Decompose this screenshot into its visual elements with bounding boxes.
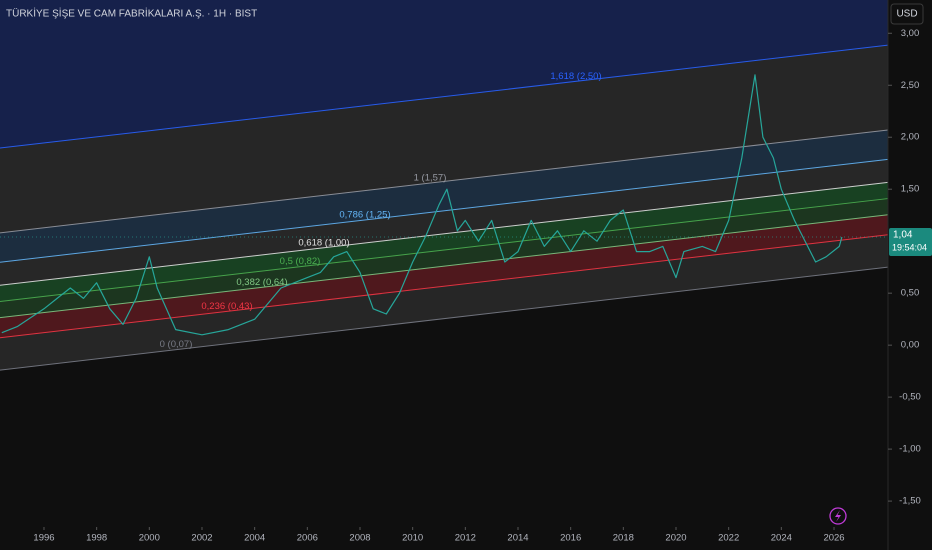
- channel-line: [0, 234, 889, 339]
- y-tick-label: -1,00: [899, 444, 921, 455]
- channel-label: 0,236 (0,43): [201, 301, 252, 312]
- channel-label: 0,618 (1,00): [298, 237, 349, 248]
- x-tick-label: 2008: [349, 533, 370, 544]
- channel-label: 0,382 (0,64): [236, 277, 287, 288]
- channel-line: [0, 158, 889, 263]
- channel-label: 1 (1,57): [414, 173, 447, 184]
- channel-line: [0, 129, 889, 234]
- y-tick-label: 2,00: [901, 132, 920, 143]
- x-tick-label: 2016: [560, 533, 581, 544]
- channel-label: 0,786 (1,25): [339, 209, 390, 220]
- y-tick-label: 2,50: [901, 80, 920, 91]
- x-tick-label: 2020: [665, 533, 686, 544]
- channel-label: 1,618 (2,50): [550, 71, 601, 82]
- x-tick-label: 2000: [139, 533, 160, 544]
- y-tick-label: 1,50: [901, 184, 920, 195]
- x-tick-label: 2004: [244, 533, 265, 544]
- chart-title: TÜRKİYE ŞİŞE VE CAM FABRİKALARI A.Ş. · 1…: [6, 7, 257, 20]
- channel-zone: [0, 214, 888, 338]
- x-tick-label: 1996: [33, 533, 54, 544]
- alert-icon[interactable]: [829, 507, 847, 525]
- currency-box[interactable]: [890, 3, 924, 25]
- x-tick-label: 2002: [191, 533, 212, 544]
- channel-zone: [0, 234, 888, 371]
- channel-zones: 0 (0,07) 0,236 (0,43) 0,382 (0,64) 0,5 (0,8…: [0, 0, 889, 371]
- channel-line: [0, 266, 889, 371]
- channel-zone: [0, 45, 888, 233]
- channel-zone-top: [0, 0, 888, 149]
- channel-zone: [0, 182, 888, 302]
- countdown: 19:54:04: [892, 242, 927, 252]
- channel-line: [0, 198, 889, 302]
- alert-bolt: [835, 510, 841, 522]
- channel-line: [0, 44, 889, 149]
- last-price-box: [889, 228, 932, 257]
- channel-zone: [0, 198, 888, 318]
- channel-label: 0,5 (0,82): [280, 256, 321, 267]
- channel-line: [0, 214, 889, 319]
- x-tick-label: 2024: [771, 533, 792, 544]
- x-tick-label: 2018: [613, 533, 634, 544]
- x-tick-label: 2026: [823, 533, 844, 544]
- x-tick-label: 2012: [455, 533, 476, 544]
- y-tick-label: 0,50: [901, 288, 920, 299]
- x-tick-label: 2014: [507, 533, 528, 544]
- currency-label[interactable]: USD: [896, 9, 917, 20]
- channel-zone: [0, 159, 888, 286]
- y-tick-label: -0,50: [899, 392, 921, 403]
- y-tick-label: 0,00: [901, 340, 920, 351]
- channel-label: 0 (0,07): [160, 339, 193, 350]
- y-tick-label: -1,50: [899, 496, 921, 507]
- price-line: [1, 74, 843, 336]
- x-tick-label: 2010: [402, 533, 423, 544]
- last-price-label: 1,04: [893, 230, 913, 241]
- plot: [0, 74, 888, 336]
- x-tick-label: 2022: [718, 533, 739, 544]
- channel-line: [0, 181, 889, 286]
- x-tick-label: 1998: [86, 533, 107, 544]
- y-tick-label: 3,00: [901, 28, 920, 39]
- x-tick-label: 2006: [297, 533, 318, 544]
